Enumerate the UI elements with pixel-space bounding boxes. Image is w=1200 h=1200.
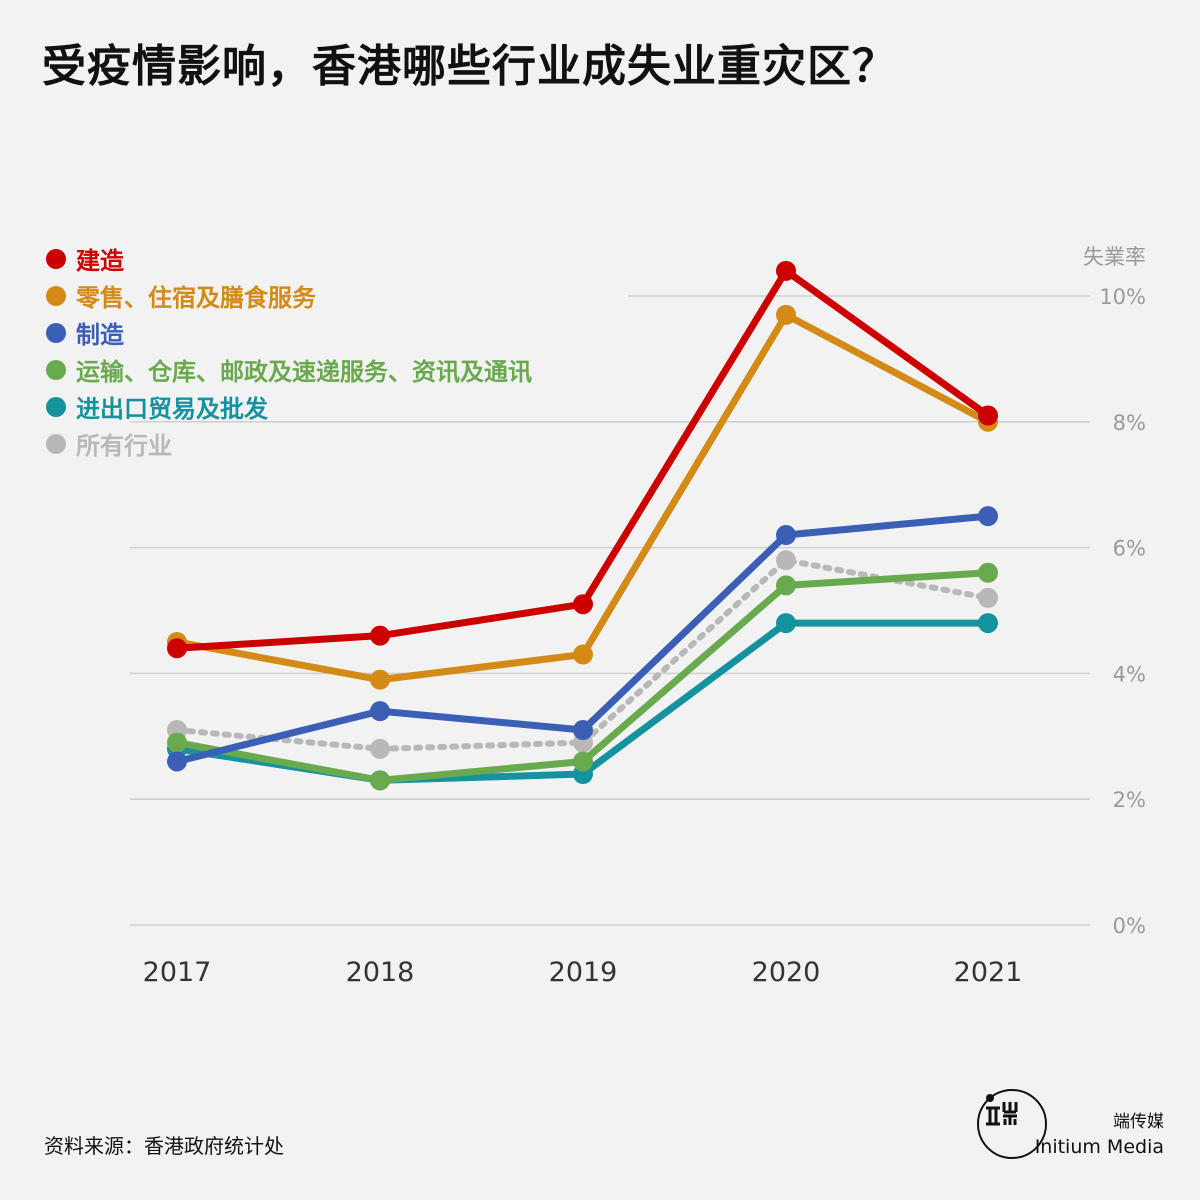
- y-tick-label: 2%: [1113, 788, 1146, 812]
- legend-item: 所有行业: [46, 425, 532, 462]
- brand: 端传媒 Initium Media: [1035, 1110, 1164, 1160]
- legend: 建造零售、住宿及膳食服务 制造运输、仓库、邮政及速递服务、资讯及通讯 进出口贸易及批…: [46, 240, 532, 462]
- initium-logo-icon: [977, 1089, 1047, 1159]
- legend-dot-icon: [46, 322, 66, 343]
- data-point: [776, 525, 796, 546]
- legend-dot-icon: [46, 396, 66, 417]
- legend-dot-icon: [46, 248, 66, 269]
- data-point: [167, 732, 187, 753]
- data-point: [776, 613, 796, 634]
- data-point: [978, 613, 998, 634]
- data-point: [167, 751, 187, 772]
- brand-name-en: Initium Media: [1034, 1136, 1164, 1158]
- x-tick-label: 2019: [549, 957, 618, 988]
- data-point: [573, 594, 593, 615]
- legend-item: 制造: [46, 314, 532, 351]
- source-note: 资料来源：香港政府统计处: [44, 1134, 284, 1158]
- legend-dot-icon: [46, 285, 66, 306]
- y-axis-label: 失業率: [1083, 245, 1146, 269]
- series-0: [167, 260, 998, 659]
- legend-item: 零售、住宿及膳食服务: [46, 277, 532, 314]
- y-tick-label: 0%: [1113, 914, 1146, 938]
- x-axis-ticks: 2017 2018 2019 2020 2021: [143, 957, 1023, 988]
- data-point: [370, 625, 390, 646]
- legend-label: 进出口贸易及批发: [76, 395, 268, 423]
- data-point: [776, 550, 796, 571]
- legend-label: 运输、仓库、邮政及速递服务、资讯及通讯: [76, 358, 532, 386]
- legend-label: 零售、住宿及膳食服务: [76, 284, 316, 312]
- data-point: [370, 738, 390, 759]
- data-point: [167, 638, 187, 659]
- data-point: [776, 304, 796, 325]
- chart-title: 受疫情影响，香港哪些行业成失业重灾区？: [42, 41, 897, 92]
- legend-dot-icon: [46, 359, 66, 380]
- y-tick-label: 10%: [1099, 285, 1146, 309]
- data-point: [776, 575, 796, 596]
- legend-dot-icon: [46, 433, 66, 454]
- data-point: [573, 751, 593, 772]
- y-tick-label: 4%: [1113, 662, 1146, 686]
- y-tick-label: 6%: [1113, 537, 1146, 561]
- legend-item: 运输、仓库、邮政及速递服务、资讯及通讯: [46, 351, 532, 388]
- data-point: [370, 701, 390, 722]
- legend-label: 所有行业: [76, 432, 172, 460]
- x-tick-label: 2017: [143, 957, 212, 988]
- data-point: [978, 506, 998, 527]
- data-point: [978, 587, 998, 608]
- x-tick-label: 2021: [954, 957, 1023, 988]
- x-tick-label: 2018: [346, 957, 415, 988]
- legend-label: 建造: [76, 247, 124, 275]
- x-tick-label: 2020: [752, 957, 821, 988]
- data-point: [573, 644, 593, 665]
- grid-lines: [130, 295, 1090, 926]
- y-tick-label: 8%: [1113, 411, 1146, 435]
- legend-item: 进出口贸易及批发: [46, 388, 532, 425]
- y-axis-ticks: 0% 2% 4% 6% 8% 10%: [1099, 285, 1146, 938]
- series-group: [167, 260, 998, 791]
- legend-item: 建造: [46, 240, 532, 277]
- data-point: [370, 770, 390, 791]
- data-point: [978, 405, 998, 426]
- data-point: [573, 720, 593, 741]
- data-point: [370, 669, 390, 690]
- series-3: [167, 562, 998, 791]
- data-point: [978, 562, 998, 583]
- legend-label: 制造: [76, 321, 124, 349]
- brand-name-cn: 端传媒: [1113, 1112, 1164, 1132]
- series-2: [167, 506, 998, 772]
- data-point: [776, 260, 796, 281]
